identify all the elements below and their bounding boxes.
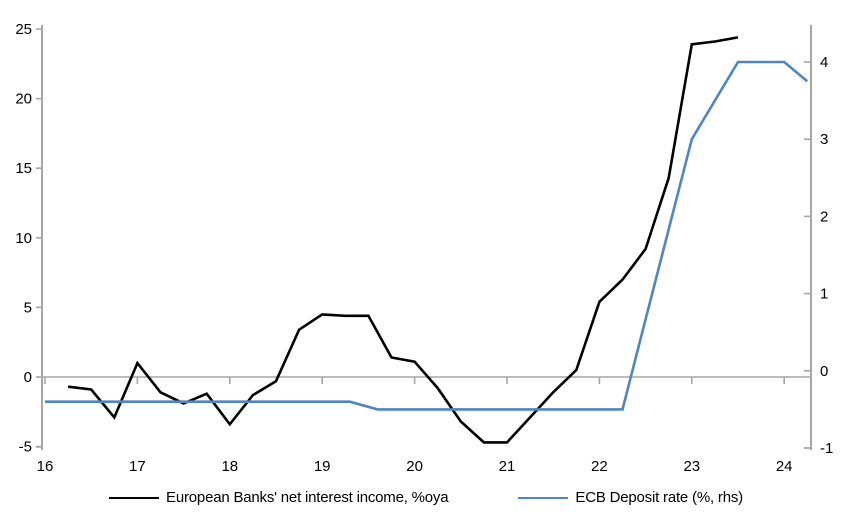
right-axis-tick-label: 3	[820, 131, 828, 148]
left-axis-tick-label: 0	[24, 369, 32, 386]
net-interest-income-line	[67, 36, 739, 444]
x-axis-tick-label: 19	[314, 458, 331, 475]
legend-swatch-blue-line-icon	[518, 496, 569, 499]
chart-legend: European Banks' net interest income, %oy…	[0, 489, 852, 506]
x-axis-tick-label: 18	[221, 458, 238, 475]
left-axis-tick-label: 5	[24, 299, 32, 316]
ecb-deposit-rate-line	[45, 60, 809, 411]
right-axis-tick-label: 4	[820, 54, 828, 71]
x-axis-tick-label: 22	[591, 458, 608, 475]
x-axis-tick-label: 16	[37, 458, 54, 475]
left-axis-tick-label: 20	[15, 91, 32, 108]
right-axis-tick-label: 0	[820, 363, 828, 380]
right-axis-tick-label: -1	[820, 440, 833, 457]
right-axis-tick-label: 1	[820, 286, 828, 303]
x-axis-tick-label: 20	[406, 458, 423, 475]
right-axis-tick-label: 2	[820, 208, 828, 225]
x-axis-tick-label: 24	[776, 458, 793, 475]
legend-label-net-interest-income: European Banks' net interest income, %oy…	[166, 489, 449, 506]
legend-item-ecb-deposit-rate: ECB Deposit rate (%, rhs)	[518, 489, 743, 506]
legend-swatch-black-line-icon	[109, 496, 160, 499]
left-axis-tick-label: 15	[15, 160, 32, 177]
left-axis-tick-label: 10	[15, 230, 32, 247]
left-axis-tick-label: 25	[15, 21, 32, 38]
legend-label-ecb-deposit-rate: ECB Deposit rate (%, rhs)	[575, 489, 743, 506]
x-axis-tick-label: 23	[683, 458, 700, 475]
x-axis-tick-label: 21	[499, 458, 516, 475]
x-axis-tick-label: 17	[129, 458, 146, 475]
legend-item-net-interest-income: European Banks' net interest income, %oy…	[109, 489, 449, 506]
left-axis-tick-label: -5	[19, 439, 32, 456]
